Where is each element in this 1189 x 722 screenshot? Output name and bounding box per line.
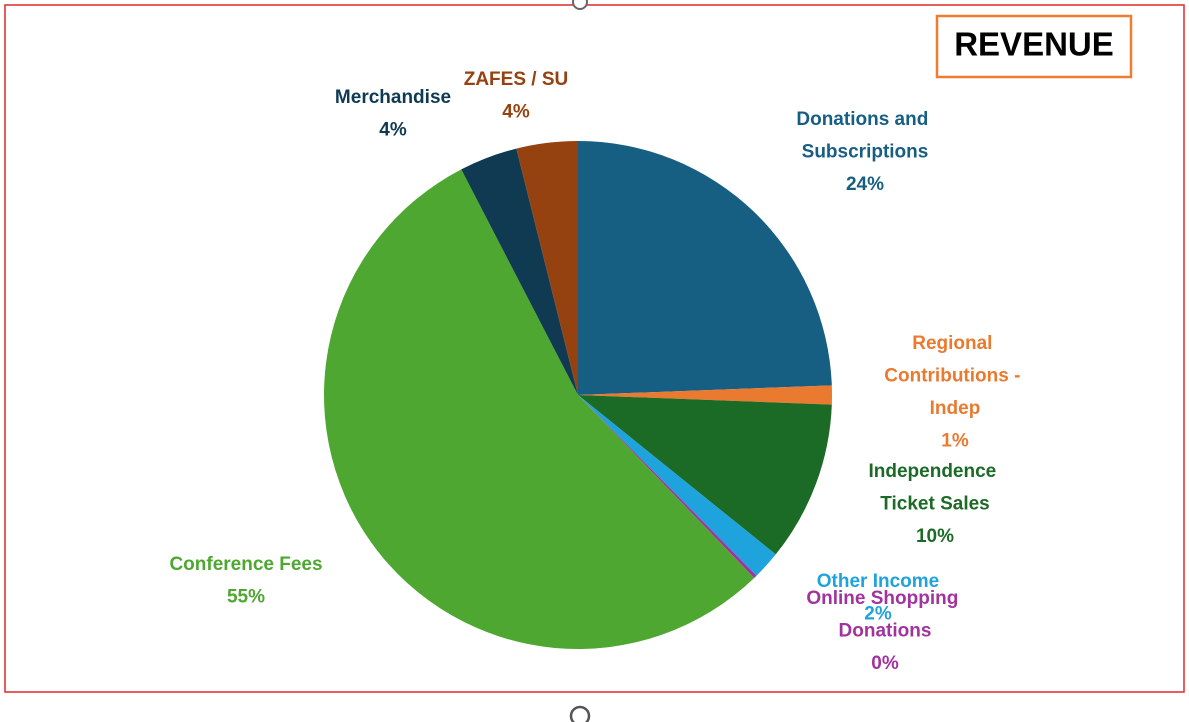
value-label: 4% — [379, 120, 407, 141]
pie-slice — [578, 141, 832, 395]
pie-slice — [323, 169, 755, 650]
pie-slice — [578, 395, 832, 555]
category-label: Other Income — [817, 571, 939, 592]
value-label: 4% — [502, 102, 530, 123]
category-label: Merchandise — [335, 87, 451, 108]
value-label: 0% — [871, 653, 899, 674]
value-label: 24% — [846, 174, 884, 195]
pie-slice — [516, 141, 578, 395]
title-box — [935, 14, 1133, 79]
category-label: Conference Fees — [169, 554, 322, 575]
pie — [323, 141, 832, 650]
pie-slice — [578, 395, 776, 576]
category-label: Independence Ticket Sales — [868, 461, 1001, 515]
pie-slice — [461, 148, 578, 395]
category-label: Online Shopping Donations — [806, 588, 963, 642]
category-label: Regional Contributions - Indep — [884, 333, 1025, 419]
resize-handle[interactable] — [572, 0, 588, 10]
chart-title: REVENUE — [954, 26, 1114, 63]
data-labels: Donations and Subscriptions 24% Regional C… — [169, 69, 1025, 674]
pie-slice — [578, 395, 757, 578]
category-label: Donations and Subscriptions — [796, 109, 933, 163]
category-label: ZAFES / SU — [464, 69, 569, 90]
resize-handle[interactable] — [569, 705, 591, 722]
value-label: 2% — [864, 604, 892, 625]
value-label: 55% — [227, 587, 265, 608]
value-label: 10% — [916, 526, 954, 547]
pie-slice — [578, 385, 832, 405]
value-label: 1% — [941, 431, 969, 452]
